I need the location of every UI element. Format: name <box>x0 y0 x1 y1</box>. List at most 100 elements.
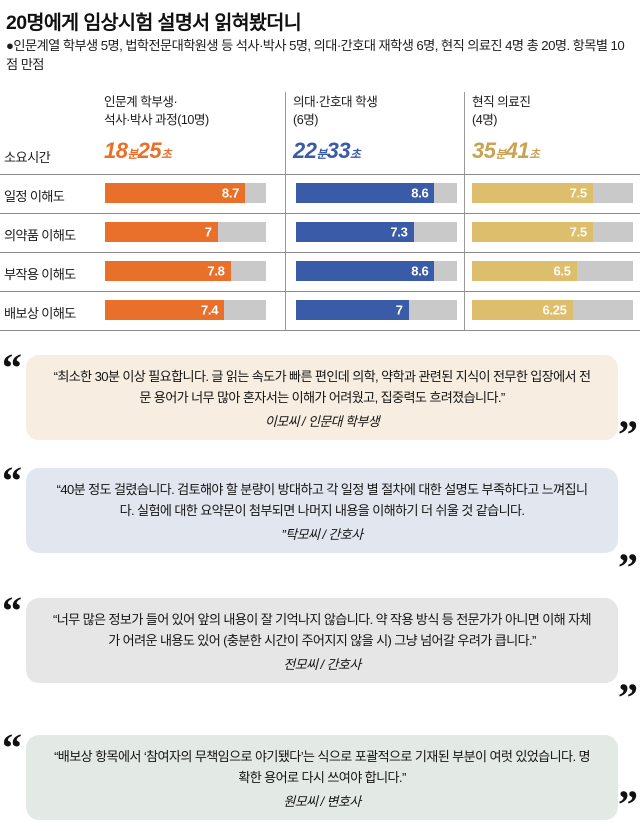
bar-value-0-0: 8.7 <box>221 185 240 201</box>
quote-open-icon-2: “ <box>2 458 22 503</box>
bar-1-1: 7.3 <box>296 222 414 242</box>
bar-1-0: 7 <box>105 222 218 242</box>
bar-value-1-2: 7.5 <box>569 224 587 240</box>
bar-3-2: 6.25 <box>472 300 573 320</box>
bar-track-1-1: 7.3 <box>296 222 457 242</box>
elapsed-time-value-3: 35분41초 <box>472 138 540 164</box>
group-header-1-line1: 인문계 학부생· <box>104 95 178 109</box>
bar-track-0-2: 7.5 <box>472 183 633 203</box>
bar-value-3-1: 7 <box>395 302 403 318</box>
bar-value-1-1: 7.3 <box>390 224 408 240</box>
bar-track-2-1: 8.6 <box>296 261 457 281</box>
second-unit-1: 초 <box>161 149 172 161</box>
bar-value-2-0: 7.8 <box>207 263 225 279</box>
bar-value-0-2: 7.5 <box>569 185 587 201</box>
table-row: 일정 이해도 8.7 8.6 7.5 <box>0 175 640 214</box>
group-header-2-line1: 의대·간호대 학생 <box>293 95 378 109</box>
bar-2-0: 7.8 <box>105 261 231 281</box>
elapsed-time-value-2: 22분33초 <box>293 138 361 164</box>
rule-1 <box>0 213 640 214</box>
bar-track-3-2: 6.25 <box>472 300 633 320</box>
quote-attribution-4: 원모씨 / 변호사 <box>283 794 361 810</box>
bar-0-2: 7.5 <box>472 183 593 203</box>
page-title: 20명에게 임상시험 설명서 읽혀봤더니 <box>6 12 302 34</box>
bar-value-3-2: 6.25 <box>542 302 567 318</box>
minute-unit-2: 분 <box>316 149 327 161</box>
row-label-elapsed-time: 소요시간 <box>4 150 51 165</box>
column-divider-2 <box>464 92 465 330</box>
group-header-3-line2: (4명) <box>472 112 497 127</box>
bar-track-3-0: 7.4 <box>105 300 266 320</box>
bar-2-2: 6.5 <box>472 261 577 281</box>
quote-text-3: “너무 많은 정보가 들어 있어 앞의 내용이 잘 기억나지 않습니다. 약 작… <box>53 612 592 649</box>
bar-2-1: 8.6 <box>296 261 435 281</box>
quote-text-4: “배보상 항목에서 ‘참여자의 무책임으로 야기됐다’는 식으로 포괄적으로 기… <box>54 749 590 786</box>
minute-unit-3: 분 <box>495 149 506 161</box>
row-label-1: 의약품 이해도 <box>4 228 76 243</box>
bar-track-0-0: 8.7 <box>105 183 266 203</box>
group-header-1: 인문계 학부생· 석사·박사 과정(10명) <box>104 94 279 130</box>
bar-track-1-0: 7 <box>105 222 266 242</box>
quote-close-icon-1: ” <box>618 412 638 457</box>
bar-value-0-1: 8.6 <box>411 185 429 201</box>
bar-track-3-1: 7 <box>296 300 457 320</box>
quote-card-4: “배보상 항목에서 ‘참여자의 무책임으로 야기됐다’는 식으로 포괄적으로 기… <box>26 735 618 821</box>
quote-attribution-1: 이모씨 / 인문대 학부생 <box>264 414 380 430</box>
quote-text-2: “40분 정도 걸렸습니다. 검토해야 할 분량이 방대하고 각 일정 별 절차… <box>56 482 588 519</box>
bar-track-2-2: 6.5 <box>472 261 633 281</box>
elapsed-minutes-2: 22 <box>293 138 317 163</box>
minute-unit-1: 분 <box>127 149 138 161</box>
bar-track-0-1: 8.6 <box>296 183 457 203</box>
column-divider-1 <box>285 92 286 330</box>
bar-value-3-0: 7.4 <box>200 302 219 318</box>
page-subtitle: ●인문계열 학부생 5명, 법학전문대학원생 등 석사·박사 5명, 의대·간호… <box>6 38 625 73</box>
bar-value-2-2: 6.5 <box>553 263 571 279</box>
row-label-2: 부작용 이해도 <box>4 267 76 282</box>
bar-value-1-0: 7 <box>204 224 212 240</box>
bar-0-1: 8.6 <box>296 183 435 203</box>
elapsed-seconds-3: 41 <box>505 138 530 163</box>
table-row: 의약품 이해도 7 7.3 7.5 <box>0 214 640 253</box>
bar-3-0: 7.4 <box>105 300 225 320</box>
elapsed-seconds-1: 25 <box>137 138 162 163</box>
quote-text-1: “최소한 30분 이상 필요합니다. 글 읽는 속도가 빠른 편인데 의학, 약… <box>53 369 591 406</box>
quote-close-icon-3: ” <box>618 675 638 720</box>
quote-close-icon-2: ” <box>618 545 638 590</box>
row-label-0: 일정 이해도 <box>4 189 65 204</box>
rule-bottom <box>0 330 640 331</box>
group-header-1-line2: 석사·박사 과정(10명) <box>104 112 209 127</box>
elapsed-minutes-3: 35 <box>472 138 496 163</box>
row-label-3: 배보상 이해도 <box>4 306 76 321</box>
second-unit-2: 초 <box>350 149 361 161</box>
quote-attribution-2: ”탁모씨 / 간호사 <box>281 527 364 543</box>
bar-track-1-2: 7.5 <box>472 222 633 242</box>
quote-card-2: “40분 정도 걸렸습니다. 검토해야 할 분량이 방대하고 각 일정 별 절차… <box>26 468 618 554</box>
group-header-2: 의대·간호대 학생 (6명) <box>293 94 458 130</box>
group-header-3-line1: 현직 의료진 <box>472 95 531 109</box>
second-unit-3: 초 <box>529 149 540 161</box>
bar-track-2-0: 7.8 <box>105 261 266 281</box>
table-row: 부작용 이해도 7.8 8.6 6.5 <box>0 253 640 292</box>
quote-open-icon-1: “ <box>2 345 22 390</box>
quote-open-icon-3: “ <box>2 588 22 633</box>
quote-card-1: “최소한 30분 이상 필요합니다. 글 읽는 속도가 빠른 편인데 의학, 약… <box>26 355 618 441</box>
bar-3-1: 7 <box>296 300 409 320</box>
comparison-chart: 인문계 학부생· 석사·박사 과정(10명) 의대·간호대 학생 (6명) 현직… <box>0 92 640 338</box>
bar-0-0: 8.7 <box>105 183 246 203</box>
rule-top <box>0 174 640 175</box>
elapsed-seconds-2: 33 <box>326 138 351 163</box>
quote-open-icon-4: “ <box>2 725 22 770</box>
elapsed-minutes-1: 18 <box>104 138 128 163</box>
group-header-3: 현직 의료진 (4명) <box>472 94 632 130</box>
rule-3 <box>0 291 640 292</box>
quote-card-3: “너무 많은 정보가 들어 있어 앞의 내용이 잘 기억나지 않습니다. 약 작… <box>26 598 618 684</box>
rule-2 <box>0 252 640 253</box>
elapsed-time-value-1: 18분25초 <box>104 138 172 164</box>
bar-1-2: 7.5 <box>472 222 593 242</box>
quote-attribution-3: 전모씨 / 간호사 <box>283 657 361 673</box>
bar-value-2-1: 8.6 <box>411 263 429 279</box>
group-header-2-line2: (6명) <box>293 112 318 127</box>
table-row: 배보상 이해도 7.4 7 6.25 <box>0 292 640 331</box>
quote-close-icon-4: ” <box>618 782 638 827</box>
